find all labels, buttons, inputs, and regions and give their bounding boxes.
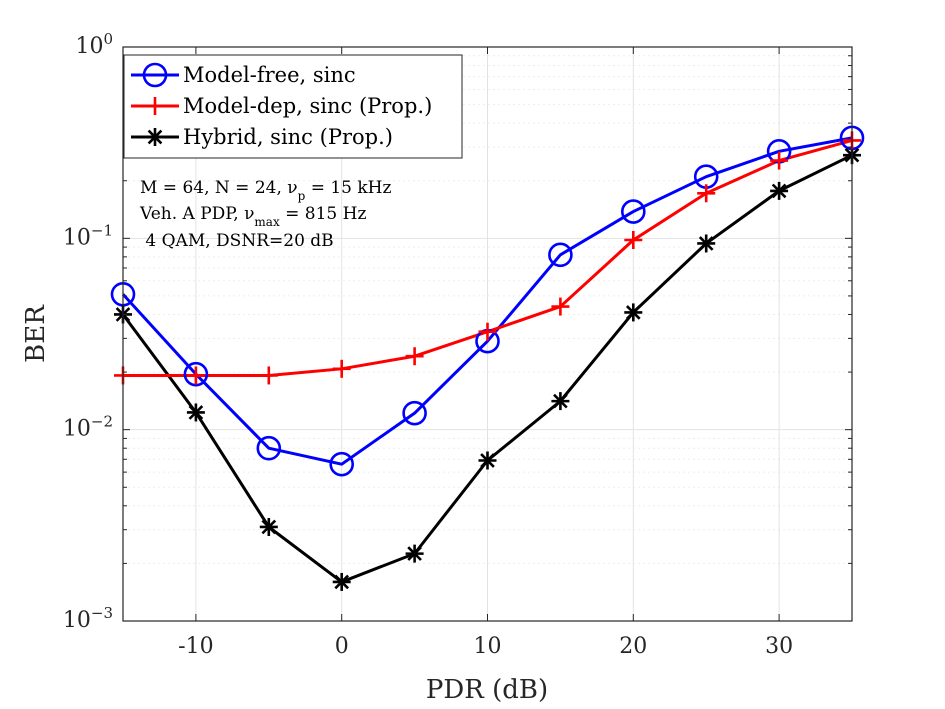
legend-entry: Hybrid, sinc (Prop.): [131, 125, 393, 149]
data-point: [551, 392, 570, 411]
data-point: [697, 234, 716, 253]
data-point: [478, 322, 497, 341]
data-point: [624, 231, 643, 250]
legend-label: Hybrid, sinc (Prop.): [183, 125, 393, 149]
data-point: [697, 184, 716, 203]
marker-circle: [329, 451, 355, 477]
x-tick-label: 10: [474, 634, 502, 659]
legend-label: Model-dep, sinc (Prop.): [183, 94, 432, 118]
annotation-line-2: Veh. A PDP, νmax = 815 Hz: [139, 204, 366, 229]
data-point: [478, 451, 497, 470]
y-tick-label: 10−3: [63, 604, 113, 633]
legend: Model-free, sinc Model-dep, sinc (Prop.) H…: [123, 54, 463, 159]
data-point: [620, 199, 646, 224]
data-point: [329, 451, 355, 477]
data-point: [259, 366, 278, 385]
series-line-0: [121, 136, 853, 466]
data-point: [405, 544, 424, 563]
data-point: [548, 242, 573, 268]
marker-star-d2: [334, 574, 350, 590]
data-point: [551, 297, 570, 316]
data-point: [770, 151, 789, 170]
legend-entry: Model-free, sinc: [131, 62, 356, 88]
axis-ticks: [123, 46, 852, 622]
y-axis-label: BER: [21, 304, 51, 363]
x-axis-label: PDR (dB): [426, 675, 548, 705]
marker-star-d2: [625, 305, 641, 320]
marker-circle: [620, 199, 646, 224]
data-point: [256, 435, 282, 461]
marker-star-d2: [698, 236, 714, 251]
annotation: M = 64, N = 24, νp = 15 kHz Veh. A PDP, …: [139, 178, 392, 251]
data-point: [405, 347, 424, 366]
marker-circle: [402, 400, 427, 426]
legend-box: [123, 54, 463, 159]
data-point: [183, 361, 209, 387]
data-point: [259, 517, 278, 536]
annotation-line-3: 4 QAM, DSNR=20 dB: [140, 231, 334, 251]
marker-star-d2: [553, 393, 568, 409]
data-point: [186, 403, 205, 422]
x-tick-label: 30: [765, 634, 793, 659]
legend-marker: [146, 97, 164, 115]
legend-entry: Model-dep, sinc (Prop.): [131, 94, 432, 118]
annotation-line-1: M = 64, N = 24, νp = 15 kHz: [140, 178, 392, 203]
series-markers: [110, 125, 865, 591]
marker-star-d2: [771, 183, 787, 199]
legend-marker: [146, 128, 164, 146]
data-point: [770, 181, 789, 200]
marker-star-d2: [188, 405, 204, 420]
marker-star-d2: [407, 546, 422, 561]
data-point: [186, 366, 205, 385]
x-tick-label: -10: [178, 634, 213, 659]
x-tick-label: 0: [335, 634, 349, 659]
legend-label: Model-free, sinc: [183, 63, 356, 87]
marker-star-d2: [147, 129, 163, 145]
x-tick-label: 20: [619, 634, 647, 659]
marker-star-d2: [261, 519, 277, 535]
y-tick-label: 10−1: [63, 221, 113, 250]
data-point: [624, 303, 643, 322]
marker-circle: [256, 435, 282, 461]
data-point: [332, 359, 351, 378]
marker-circle: [142, 62, 168, 88]
marker-star-d2: [480, 453, 495, 468]
tick-labels: -10 0 10 20 30 100 10−1 10−2 10−3: [63, 30, 793, 659]
y-tick-label: 100: [75, 30, 113, 59]
y-tick-label: 10−2: [63, 413, 113, 442]
marker-circle: [183, 361, 209, 387]
marker-circle: [548, 242, 573, 268]
data-point: [402, 400, 427, 426]
data-point: [332, 572, 351, 591]
legend-marker: [142, 62, 168, 88]
